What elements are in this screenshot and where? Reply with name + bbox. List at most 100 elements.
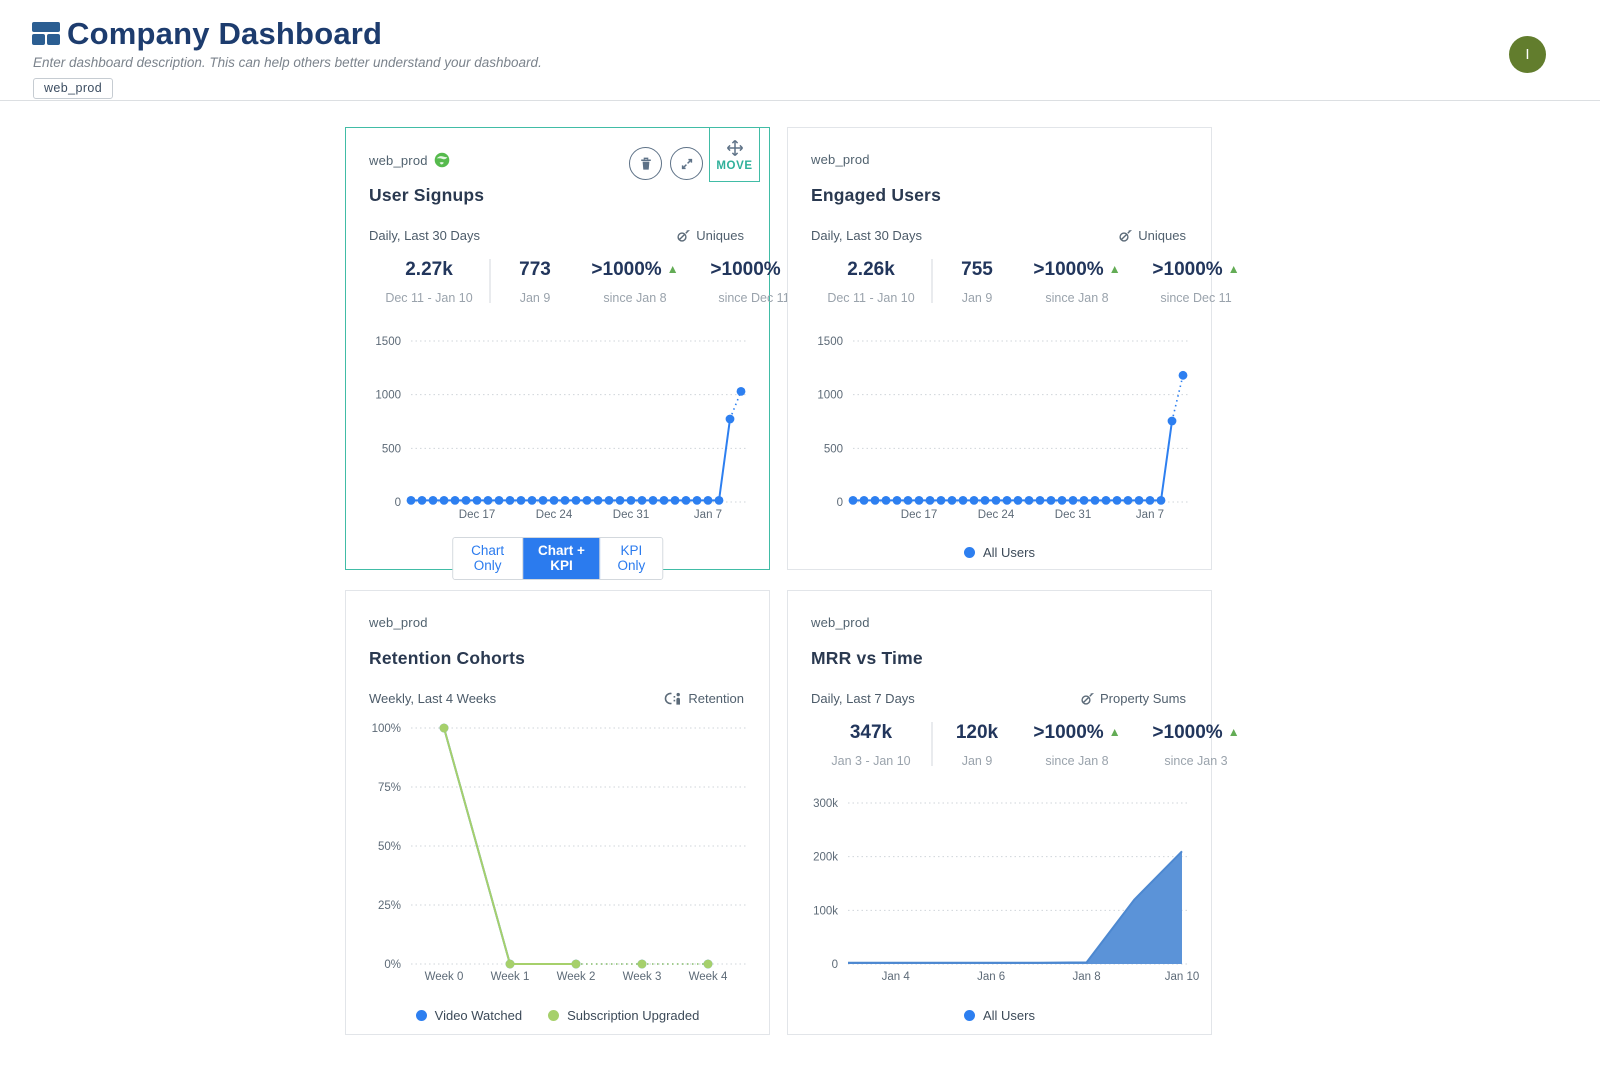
dashboard-logo-icon — [32, 22, 60, 48]
kpi-row: 347k Jan 3 - Jan 10 120k Jan 9 >1000% ▲ s… — [811, 722, 1259, 768]
delta-up-icon: ▲ — [666, 262, 679, 276]
svg-text:75%: 75% — [378, 782, 401, 794]
svg-text:1500: 1500 — [817, 336, 843, 348]
legend-dot-icon — [963, 1010, 975, 1021]
chart-legend: All Users — [788, 545, 1211, 560]
svg-text:50%: 50% — [378, 841, 401, 853]
chart-legend: Video Watched Subscription Upgraded — [346, 1008, 769, 1023]
mrr-chart: 0 100k 200k 300k Jan 4 Jan 6 Jan 8 Jan 10 — [813, 798, 1200, 983]
svg-text:Week 0: Week 0 — [425, 971, 464, 983]
kpi-delta-period: >1000% ▲ since Jan 3 — [1152, 722, 1240, 768]
legend-dot-icon — [963, 547, 975, 558]
dashboard-board: web_prod — [345, 127, 1240, 1035]
legend-video-watched[interactable]: Video Watched — [415, 1008, 522, 1023]
kpi-delta-day: >1000% ▲ since Jan 8 — [591, 259, 679, 305]
delete-button[interactable] — [629, 147, 662, 180]
svg-text:Dec 31: Dec 31 — [613, 509, 649, 521]
svg-text:Dec 24: Dec 24 — [536, 509, 573, 521]
card-user-signups: web_prod — [345, 127, 798, 580]
metric-label: Uniques — [696, 228, 744, 243]
metric-label: Uniques — [1138, 228, 1186, 243]
kpi-total: 2.26k Dec 11 - Jan 10 — [827, 259, 915, 305]
retention-chart: 0% 25% 50% 75% 100% Week 0 Week 1 Week 2 Week 3 W… — [372, 723, 747, 983]
legend-all-users[interactable]: All Users — [963, 1008, 1035, 1023]
toggle-chart-kpi[interactable]: Chart + KPI — [523, 538, 601, 579]
kpi-divider — [931, 259, 933, 303]
uniques-icon — [677, 229, 691, 242]
svg-text:100%: 100% — [372, 723, 401, 735]
svg-text:300k: 300k — [813, 798, 838, 810]
svg-text:Dec 31: Dec 31 — [1055, 509, 1091, 521]
svg-text:Jan 7: Jan 7 — [694, 509, 722, 521]
svg-text:Jan 4: Jan 4 — [882, 971, 911, 983]
svg-text:Week 3: Week 3 — [623, 971, 662, 983]
display-mode-toggle: Chart Only Chart + KPI KPI Only — [451, 537, 664, 580]
source-label: web_prod — [369, 615, 428, 630]
kpi-total: 347k Jan 3 - Jan 10 — [831, 722, 911, 768]
kpi-delta-period: >1000%▲ since Dec 11 — [1152, 259, 1240, 305]
card-meta: Weekly, Last 4 Weeks — [369, 691, 497, 706]
move-button[interactable]: MOVE — [709, 127, 760, 182]
user-signups-chart: 0 500 1000 1500 Dec 17 Dec 24 Dec 31 Jan 7 — [375, 336, 747, 521]
tag-chip[interactable]: web_prod — [33, 78, 114, 99]
kpi-row: 2.26k Dec 11 - Jan 10 755 Jan 9 >1000% ▲ … — [811, 259, 1259, 305]
svg-text:0%: 0% — [384, 959, 401, 971]
chart-legend: All Users — [788, 1008, 1211, 1023]
card-meta: Daily, Last 7 Days — [811, 691, 915, 706]
kpi-divider — [489, 259, 491, 303]
kpi-latest: 120k Jan 9 — [955, 722, 999, 768]
legend-dot-icon — [548, 1010, 560, 1021]
svg-text:0: 0 — [832, 959, 838, 971]
toggle-chart-only[interactable]: Chart Only — [452, 538, 524, 579]
svg-text:Jan 10: Jan 10 — [1165, 971, 1200, 983]
svg-text:1500: 1500 — [375, 336, 401, 348]
legend-all-users[interactable]: All Users — [963, 545, 1035, 560]
svg-text:Week 2: Week 2 — [557, 971, 596, 983]
dashboard-description[interactable]: Enter dashboard description. This can he… — [33, 55, 542, 70]
svg-text:100k: 100k — [813, 905, 838, 917]
card-title: Retention Cohorts — [369, 648, 526, 668]
svg-text:Dec 17: Dec 17 — [901, 509, 937, 521]
expand-button[interactable] — [670, 147, 703, 180]
delta-up-icon: ▲ — [1227, 262, 1240, 276]
svg-text:Week 1: Week 1 — [491, 971, 530, 983]
page-title: Company Dashboard — [67, 16, 383, 51]
card-meta: Daily, Last 30 Days — [369, 228, 481, 243]
kpi-latest: 773 Jan 9 — [519, 259, 551, 305]
card-retention-cohorts: web_prod Retention Cohorts Weekly, Last … — [345, 590, 770, 1035]
delta-up-icon: ▲ — [1108, 725, 1121, 739]
legend-dot-icon — [415, 1010, 427, 1021]
move-label: MOVE — [716, 159, 753, 172]
toggle-kpi-only[interactable]: KPI Only — [600, 538, 663, 579]
source-label: web_prod — [369, 152, 428, 168]
kpi-delta-day: >1000% ▲ since Jan 8 — [1033, 259, 1121, 305]
retention-icon — [665, 692, 681, 705]
card-title: User Signups — [369, 185, 485, 205]
source-label: web_prod — [811, 152, 870, 167]
kpi-total: 2.27k Dec 11 - Jan 10 — [385, 259, 473, 305]
kpi-row: 2.27k Dec 11 - Jan 10 773 Jan 9 >1000% ▲ … — [369, 259, 817, 305]
svg-text:0: 0 — [837, 497, 843, 509]
delta-up-icon: ▲ — [1227, 725, 1240, 739]
globe-icon — [434, 152, 450, 168]
svg-text:0: 0 — [395, 497, 401, 509]
svg-text:Week 4: Week 4 — [689, 971, 728, 983]
user-avatar[interactable]: I — [1509, 36, 1546, 73]
svg-text:Dec 24: Dec 24 — [978, 509, 1015, 521]
source-label: web_prod — [811, 615, 870, 630]
svg-text:1000: 1000 — [817, 390, 843, 402]
card-title: Engaged Users — [811, 185, 942, 205]
uniques-icon — [1119, 229, 1133, 242]
kpi-delta-day: >1000% ▲ since Jan 8 — [1033, 722, 1121, 768]
svg-text:Dec 17: Dec 17 — [459, 509, 495, 521]
property-sums-icon — [1081, 692, 1095, 705]
dashboard-header: Company Dashboard Enter dashboard descri… — [0, 0, 1600, 101]
card-meta: Daily, Last 30 Days — [811, 228, 923, 243]
svg-text:1000: 1000 — [375, 390, 401, 402]
metric-label: Property Sums — [1100, 691, 1186, 706]
svg-text:25%: 25% — [378, 900, 401, 912]
delta-up-icon: ▲ — [1108, 262, 1121, 276]
legend-subscription-upgraded[interactable]: Subscription Upgraded — [548, 1008, 699, 1023]
svg-text:500: 500 — [382, 443, 401, 455]
header-divider — [0, 100, 1600, 101]
